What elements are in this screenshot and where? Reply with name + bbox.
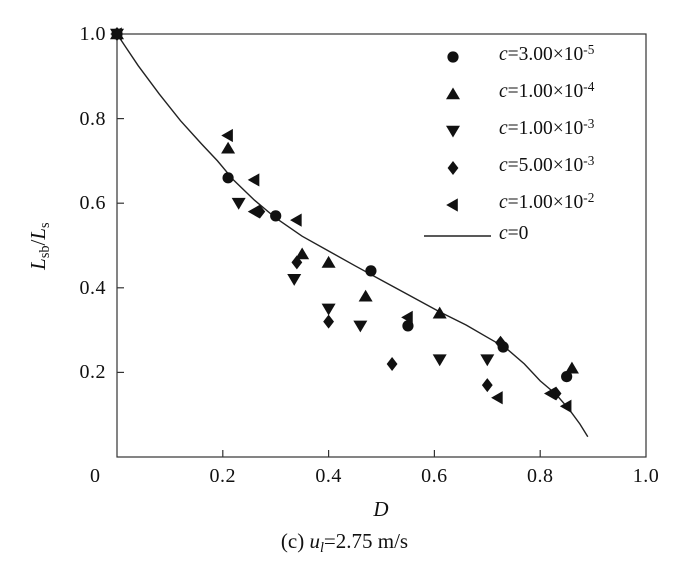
x-tick-label: 0.2 [209,465,237,487]
caption-subscript: l [319,539,324,556]
triangle-left-data-marker [247,173,260,187]
legend-triangle-down-marker [446,125,460,138]
legend-label-5: c=0 [499,223,529,244]
circle-data-marker [222,172,234,184]
legend-label-0: c=3.00×10-5 [499,42,595,65]
x-axis-title-symbol: D [373,497,389,521]
caption-variable: u [309,529,320,553]
diamond-data-marker [386,356,398,371]
x-tick-label: 0.8 [526,465,554,487]
legend-label-1: c=1.00×10-4 [499,79,595,102]
triangle-up-data-marker [432,306,447,319]
origin-tick-label: 0 [90,465,101,487]
triangle-up-data-marker [321,255,336,268]
triangle-left-data-marker [247,205,260,219]
triangle-down-data-marker [231,197,246,210]
triangle-down-data-marker [287,274,302,286]
triangle-up-data-marker [295,247,310,260]
diamond-data-marker [291,255,303,270]
x-tick-label: 0.4 [315,465,342,487]
x-tick-label: 1.0 [632,465,660,487]
plot-frame [116,33,647,458]
triangle-left-data-marker [110,27,122,41]
diamond-data-marker [323,314,334,329]
circle-data-marker [270,210,282,222]
circle-data-marker [402,320,414,332]
y-axis-title: Lsb/Ls [25,126,53,366]
y-axis-title-symbol: L [25,258,50,270]
legend-label-3: c=5.00×10-3 [499,153,595,176]
legend-triangle-up-marker [446,87,460,100]
y-tick-label: 0.8 [79,107,106,130]
y-axis-title-separator: / [25,239,50,246]
y-tick-label: 1.0 [79,23,106,45]
triangle-up-data-marker [221,141,236,154]
caption-index: (c) [280,529,310,553]
legend-label-2: c=1.00×10-3 [499,116,595,139]
triangle-left-data-marker [543,386,556,401]
legend-diamond-marker [447,161,459,175]
triangle-down-data-marker [353,320,368,333]
x-axis-title: D [351,496,411,522]
y-axis-title-subscript2: s [36,222,53,228]
figure-caption: (c) ul=2.75 m/s [0,528,689,556]
legend-label-4: c=1.00×10-2 [499,190,595,213]
y-tick-label: 0.6 [79,192,106,215]
triangle-left-data-marker [559,399,572,413]
caption-value: =2.75 m/s [323,529,409,553]
circle-data-marker [561,371,573,383]
y-axis-title-subscript: sb [36,245,53,259]
legend-triangle-left-marker [446,198,458,212]
y-axis-title-symbol2: L [25,227,50,240]
triangle-up-data-marker [564,361,579,374]
triangle-left-data-marker [290,213,302,227]
diamond-data-marker [495,335,506,350]
legend-circle-marker [447,51,459,63]
triangle-down-data-marker [480,354,495,367]
triangle-down-data-marker [432,354,447,367]
triangle-up-data-marker [358,289,373,302]
triangle-left-data-marker [401,310,413,325]
y-tick-label: 0.2 [79,361,106,384]
x-tick-label: 0.6 [421,465,448,487]
circle-data-marker [365,265,377,277]
triangle-left-data-marker [221,128,233,143]
y-tick-label: 0.4 [79,276,106,299]
diamond-data-marker [481,378,493,393]
triangle-left-data-marker [491,391,503,405]
triangle-down-data-marker [321,303,336,316]
